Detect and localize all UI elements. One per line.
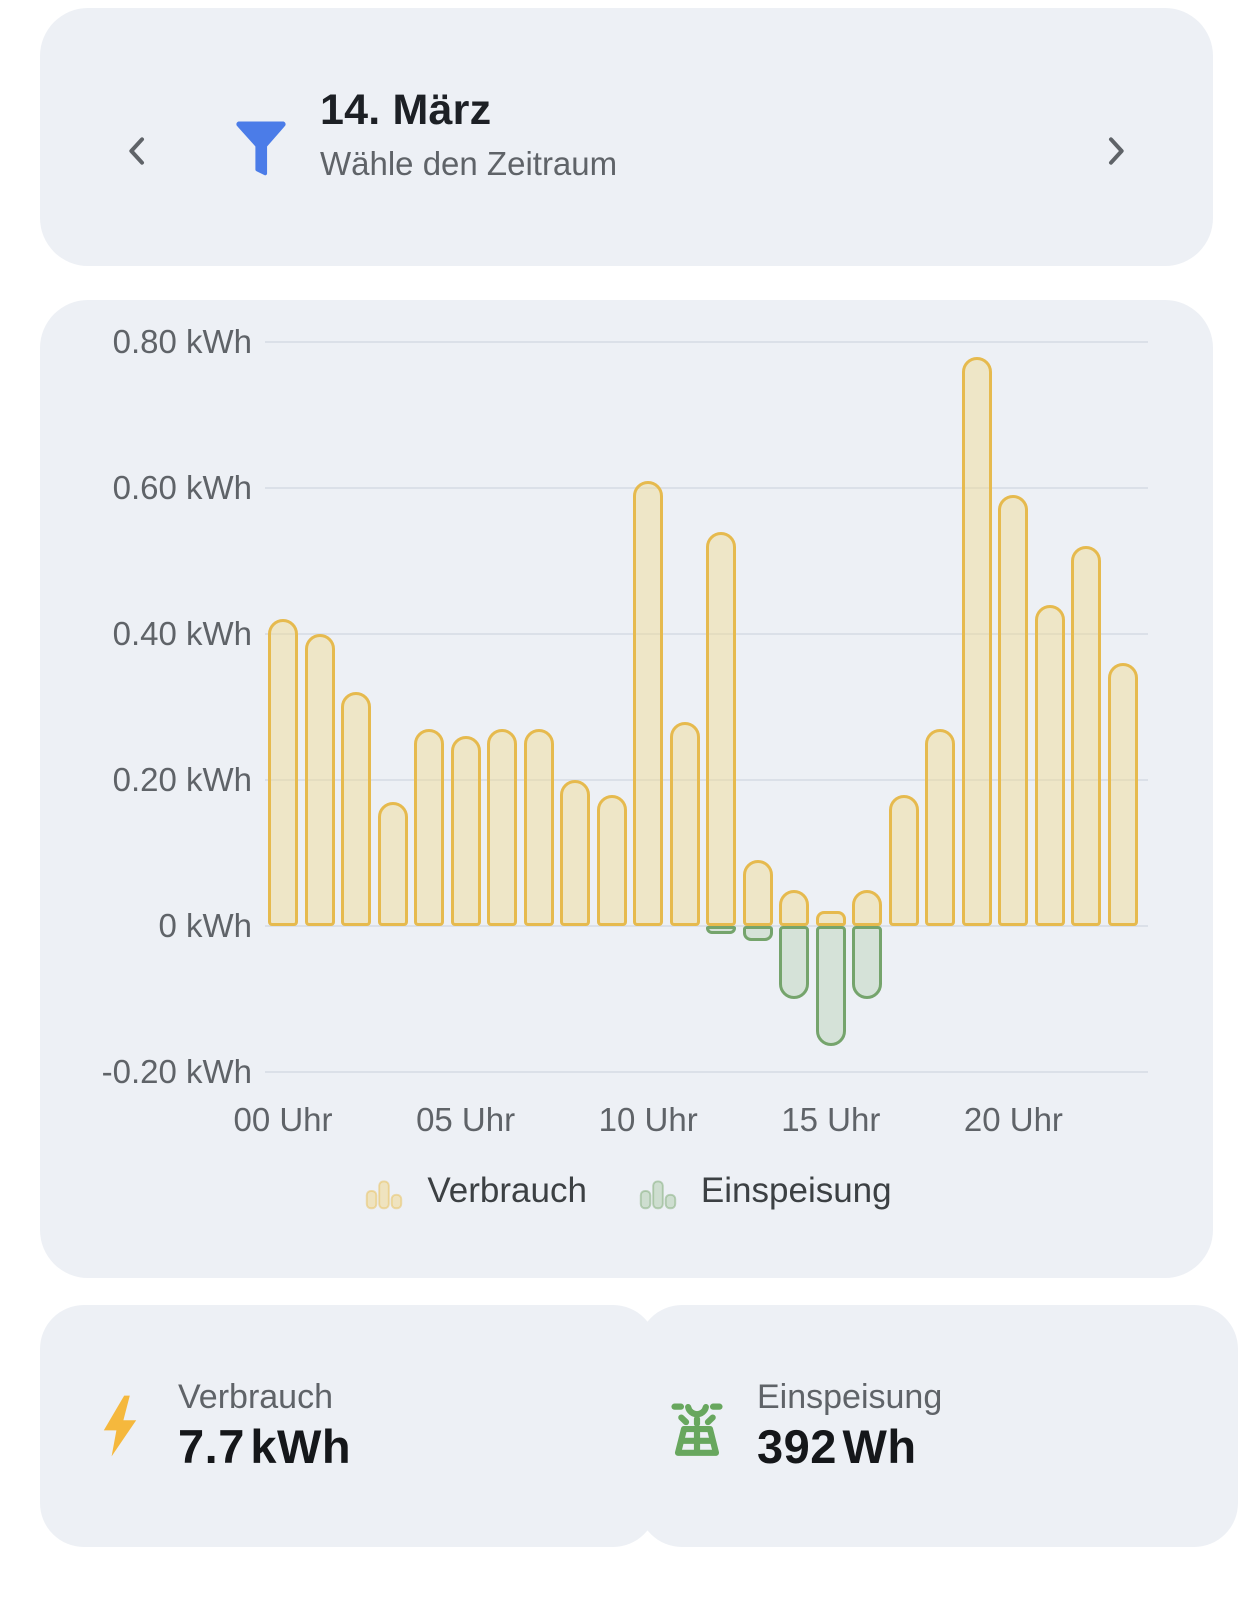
- bar-einspeisung-hour-15[interactable]: [815, 926, 846, 1047]
- next-day-button[interactable]: [1081, 116, 1151, 186]
- bar-einspeisung-hour-14[interactable]: [779, 926, 810, 999]
- bar-verbrauch-hour-13[interactable]: [742, 860, 773, 926]
- bar-verbrauch-hour-9[interactable]: [596, 794, 627, 926]
- bar-verbrauch-hour-23[interactable]: [1107, 663, 1138, 926]
- bar-verbrauch-hour-4[interactable]: [414, 728, 445, 926]
- bar-verbrauch-hour-5[interactable]: [450, 736, 481, 926]
- selected-date-label: 14. März: [320, 86, 492, 134]
- gridline-0.80kWh: [265, 341, 1148, 343]
- legend-item-einspeisung[interactable]: Einspeisung: [635, 1168, 892, 1214]
- bar-verbrauch-hour-8[interactable]: [560, 780, 591, 926]
- bar-verbrauch-hour-16[interactable]: [852, 889, 883, 926]
- date-selector-titles: 14. März Wähle den Zeitraum: [320, 86, 617, 183]
- bar-verbrauch-hour-20[interactable]: [998, 495, 1029, 926]
- legend-label: Einspeisung: [700, 1171, 892, 1210]
- y-axis-tick-label: -0.20 kWh: [101, 1053, 252, 1090]
- bar-verbrauch-hour-10[interactable]: [633, 480, 664, 926]
- bar-verbrauch-hour-14[interactable]: [779, 889, 810, 926]
- bar-verbrauch-hour-6[interactable]: [487, 728, 518, 926]
- choose-period-hint: Wähle den Zeitraum: [320, 145, 618, 182]
- feedin-summary-text: Einspeisung 392 Wh: [757, 1376, 942, 1476]
- bar-verbrauch-hour-22[interactable]: [1071, 546, 1102, 926]
- consumption-value: 7.7 kWh: [178, 1420, 352, 1473]
- filter-icon: [232, 108, 290, 198]
- x-axis-tick-label: 10 Uhr: [598, 1101, 698, 1138]
- y-axis-tick-label: 0 kWh: [158, 907, 252, 944]
- y-axis-tick-label: 0.80 kWh: [112, 323, 252, 360]
- chevron-left-icon: [129, 137, 144, 165]
- y-axis-tick-label: 0.60 kWh: [112, 469, 252, 506]
- bar-verbrauch-hour-11[interactable]: [669, 721, 700, 926]
- bar-verbrauch-hour-19[interactable]: [961, 356, 992, 926]
- x-axis-tick-label: 05 Uhr: [416, 1101, 516, 1138]
- bar-verbrauch-hour-2[interactable]: [341, 692, 372, 926]
- x-axis-tick-label: 20 Uhr: [963, 1101, 1063, 1138]
- bar-verbrauch-hour-17[interactable]: [888, 794, 919, 926]
- solar-panel-icon: [663, 1393, 731, 1459]
- bar-verbrauch-hour-18[interactable]: [925, 728, 956, 926]
- bar-einspeisung-hour-16[interactable]: [852, 926, 883, 999]
- chevron-right-icon: [1109, 137, 1124, 165]
- bar-verbrauch-hour-3[interactable]: [377, 801, 408, 926]
- energy-chart-card: 0.80 kWh 0.60 kWh 0.40 kWh 0.20 kWh 0 kWh -0.…: [40, 300, 1213, 1278]
- bar-verbrauch-hour-7[interactable]: [523, 728, 554, 926]
- consumption-label: Verbrauch: [178, 1378, 333, 1416]
- bar-einspeisung-hour-13[interactable]: [742, 926, 773, 941]
- bar-verbrauch-hour-0[interactable]: [268, 619, 298, 926]
- mini-bars-icon: [639, 1180, 677, 1210]
- hourly-energy-bar-chart: 0.80 kWh 0.60 kWh 0.40 kWh 0.20 kWh 0 kWh -0.…: [40, 300, 1213, 1278]
- bar-einspeisung-hour-12[interactable]: [706, 926, 737, 934]
- feedin-label: Einspeisung: [757, 1378, 943, 1416]
- legend-item-verbrauch[interactable]: Verbrauch: [361, 1168, 587, 1214]
- previous-day-button[interactable]: [102, 116, 172, 186]
- x-axis-tick-label: 15 Uhr: [781, 1101, 881, 1138]
- bar-verbrauch-hour-12[interactable]: [706, 531, 737, 926]
- chart-legend: Verbrauch Einspeisung: [40, 1168, 1213, 1214]
- date-selector-card: 14. März Wähle den Zeitraum: [40, 8, 1213, 266]
- y-axis-tick-label: 0.40 kWh: [112, 615, 252, 652]
- gridline-0.60kWh: [265, 487, 1148, 489]
- bar-verbrauch-hour-1[interactable]: [304, 634, 335, 926]
- feedin-summary-card: Einspeisung 392 Wh: [638, 1305, 1238, 1547]
- bar-verbrauch-hour-15[interactable]: [815, 911, 846, 926]
- feedin-value: 392 Wh: [757, 1420, 917, 1473]
- lightning-icon: [95, 1394, 143, 1458]
- legend-label: Verbrauch: [427, 1171, 587, 1210]
- consumption-summary-card: Verbrauch 7.7 kWh: [40, 1305, 657, 1547]
- consumption-summary-text: Verbrauch 7.7 kWh: [178, 1376, 351, 1476]
- x-axis-tick-label: 00 Uhr: [233, 1101, 333, 1138]
- mini-bars-icon: [366, 1180, 403, 1210]
- gridline--0.20kWh: [265, 1071, 1148, 1073]
- y-axis-tick-label: 0.20 kWh: [112, 761, 252, 798]
- bar-verbrauch-hour-21[interactable]: [1034, 604, 1065, 926]
